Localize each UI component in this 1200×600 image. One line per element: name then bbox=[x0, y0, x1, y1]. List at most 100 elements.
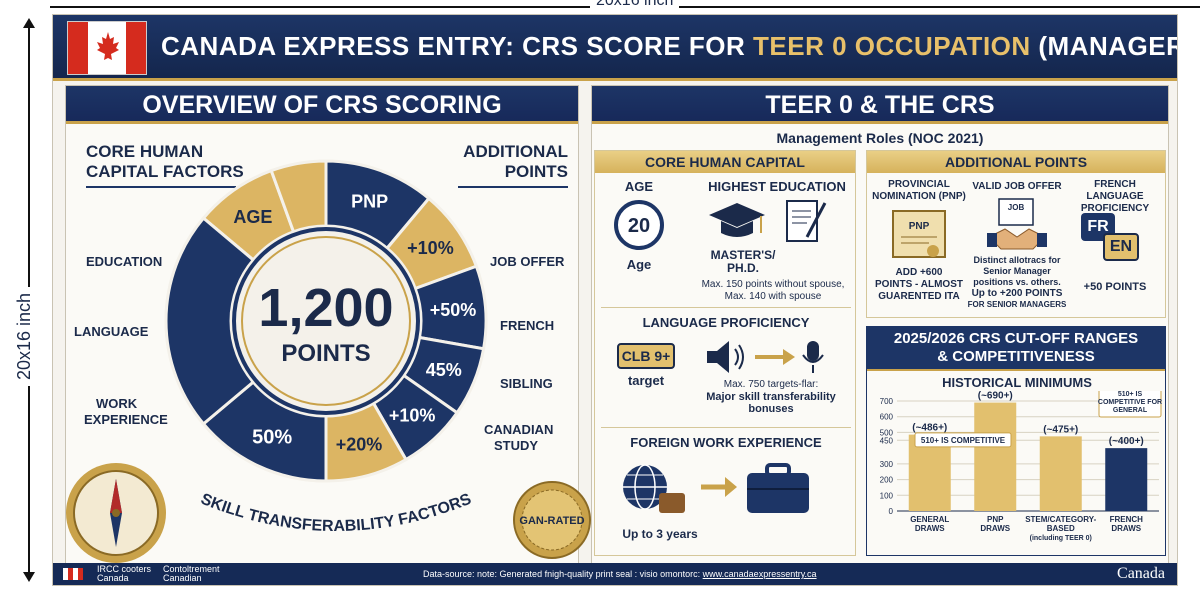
x-tick-label: PNP bbox=[987, 515, 1004, 524]
x-tick-label: DRAWS bbox=[915, 524, 945, 533]
quality-seal-icon: GAN-RATED bbox=[513, 481, 591, 559]
french-label: FRENCH LANGUAGE PROFICIENCY bbox=[1080, 179, 1150, 214]
speaker-mic-icon bbox=[707, 341, 824, 373]
job-offer-note: Distinct allotracs for Senior Manager posi… bbox=[967, 255, 1067, 309]
x-tick-label: FRENCH bbox=[1110, 515, 1144, 524]
overview-panel: OVERVIEW OF CRS SCORING CORE HUMAN CAPITA… bbox=[65, 85, 591, 565]
diploma-icon bbox=[786, 200, 827, 242]
core-human-capital-box: CORE HUMAN CAPITAL AGE 20 Age HIGHEST ED… bbox=[594, 150, 856, 556]
teer-subheading: Management Roles (NOC 2021) bbox=[776, 130, 984, 146]
skill-arc-label: SKILL TRANSFERABILITY FACTORS bbox=[198, 491, 474, 535]
additional-points-title: ADDITIONAL POINTS bbox=[463, 142, 568, 181]
seal-text: GAN-RATED bbox=[519, 515, 584, 527]
x-tick-label: DRAWS bbox=[1111, 524, 1141, 533]
header-banner: CANADA EXPRESS ENTRY: CRS SCORE FOR TEER… bbox=[53, 15, 1177, 81]
foreign-work-caption: Up to 3 years bbox=[622, 527, 698, 541]
overview-heading: OVERVIEW OF CRS SCORING bbox=[66, 86, 578, 124]
certificate-icon: PNP bbox=[892, 210, 946, 258]
seg-sibling-label: 45% bbox=[426, 360, 462, 380]
clb-caption: target bbox=[627, 373, 665, 388]
bar-data-label: (~475+) bbox=[1043, 424, 1078, 435]
bar-1 bbox=[974, 402, 1017, 511]
seg-age-label: AGE bbox=[233, 207, 272, 227]
svg-text:SKILL TRANSFERABILITY FACTORS: SKILL TRANSFERABILITY FACTORS bbox=[198, 491, 474, 535]
source-link[interactable]: www.canadaexpressentry.ca bbox=[702, 569, 817, 579]
annotation-text: 510+ IS COMPETITIVE bbox=[921, 436, 1006, 445]
label-work: WORK bbox=[96, 396, 138, 411]
cutoff-heading: 2025/2026 CRS CUT-OFF RANGES & COMPETITIV… bbox=[867, 327, 1165, 371]
clb-badge: CLB 9+ bbox=[617, 343, 675, 369]
annotation-text-2: 510+ IS bbox=[1118, 391, 1143, 398]
bar-3 bbox=[1105, 448, 1148, 511]
chart-title: HISTORICAL MINIMUMS bbox=[942, 375, 1092, 390]
y-tick-label: 700 bbox=[880, 397, 894, 406]
briefcase-icon bbox=[747, 463, 809, 513]
footer-source: Data-source: note: Generated fnigh-quali… bbox=[423, 569, 817, 579]
age-caption: Age bbox=[626, 257, 652, 272]
y-tick-label: 600 bbox=[880, 413, 894, 422]
y-tick-label: 500 bbox=[880, 428, 894, 437]
page-title: CANADA EXPRESS ENTRY: CRS SCORE FOR TEER… bbox=[161, 31, 1177, 61]
education-note: Max. 150 points without spouse, Max. 140 … bbox=[701, 279, 845, 302]
job-doc-text: JOB bbox=[1008, 203, 1025, 212]
seg-skill-2 bbox=[164, 216, 256, 426]
language-label: LANGUAGE PROFICIENCY bbox=[642, 315, 810, 330]
arrow-up-icon bbox=[23, 18, 35, 28]
compass-icon bbox=[66, 463, 166, 563]
teer-heading: TEER 0 & THE CRS bbox=[592, 86, 1168, 124]
seg-french-label: +50% bbox=[430, 300, 477, 320]
y-tick-label: 200 bbox=[880, 476, 894, 485]
x-tick-label: STEM/CATEGORY- bbox=[1025, 515, 1096, 524]
pnp-note: ADD +600 POINTS - ALMOST GUARENTED ITA bbox=[875, 267, 963, 302]
canada-wordmark: Canada bbox=[1117, 565, 1165, 582]
cutoff-bar-chart: 0100200300450500600700(~486+)GENERALDRAW… bbox=[880, 391, 1162, 542]
seg-job-offer-label: +10% bbox=[407, 238, 454, 258]
height-label: 20x16 inch bbox=[14, 286, 35, 386]
pnp-label: PROVINCIAL NOMINATION (PNP) bbox=[872, 179, 966, 202]
annotation-text-2: COMPETITIVE FOR bbox=[1098, 399, 1162, 406]
x-tick-label: DRAWS bbox=[980, 524, 1010, 533]
total-points-number: 1,200 bbox=[258, 278, 393, 338]
age-label: AGE bbox=[624, 179, 654, 194]
total-points-label: POINTS bbox=[281, 340, 370, 367]
x-tick-label: GENERAL bbox=[910, 515, 949, 524]
label-canadian: CANADIAN bbox=[484, 422, 554, 437]
cutoff-box: 2025/2026 CRS CUT-OFF RANGES & COMPETITIV… bbox=[866, 326, 1166, 556]
footer-flag-icon bbox=[63, 568, 83, 580]
label-education: EDUCATION bbox=[86, 254, 163, 269]
canada-flag-icon bbox=[67, 21, 147, 75]
x-tick-label: (including TEER 0) bbox=[1030, 535, 1092, 542]
footer-org: IRCC cooters Canada bbox=[97, 564, 152, 583]
bar-0 bbox=[908, 434, 951, 511]
infographic-poster: CANADA EXPRESS ENTRY: CRS SCORE FOR TEER… bbox=[52, 14, 1178, 586]
pnp-doc-text: PNP bbox=[909, 221, 930, 232]
label-sibling: SIBLING bbox=[500, 376, 553, 391]
education-value: MASTER'S/PH.D. bbox=[710, 248, 776, 275]
annotation-box bbox=[914, 432, 1012, 448]
width-dimension: 20x16 inch bbox=[50, 0, 1200, 14]
teer-panel: TEER 0 & THE CRS Management Roles (NOC 2… bbox=[591, 85, 1169, 565]
label-study: STUDY bbox=[494, 438, 539, 453]
clock-icon: 20 bbox=[614, 200, 664, 250]
seg-study-label: +10% bbox=[389, 405, 436, 425]
bar-data-label: (~690+) bbox=[978, 391, 1013, 402]
y-tick-label: 450 bbox=[880, 436, 894, 445]
en-badge: EN bbox=[1103, 233, 1139, 261]
y-tick-label: 100 bbox=[880, 491, 894, 500]
handshake-icon: JOB bbox=[987, 198, 1047, 250]
arrow-down-icon bbox=[23, 572, 35, 582]
label-language: LANGUAGE bbox=[74, 324, 149, 339]
age-value: 20 bbox=[628, 215, 650, 237]
y-tick-label: 300 bbox=[880, 460, 894, 469]
additional-points-box: ADDITIONAL POINTS PROVINCIAL NOMINATION (… bbox=[866, 150, 1166, 318]
arrow-right-icon bbox=[701, 477, 737, 497]
bar-data-label: (~486+) bbox=[912, 423, 947, 434]
seg-plus20-label: +20% bbox=[336, 434, 383, 454]
graduation-cap-icon bbox=[709, 203, 765, 237]
label-job-offer: JOB OFFER bbox=[490, 254, 565, 269]
language-note: Max. 750 targets-flar: Major skill trans… bbox=[706, 379, 836, 415]
core-box-heading: CORE HUMAN CAPITAL bbox=[595, 151, 855, 173]
education-label: HIGHEST EDUCATION bbox=[708, 179, 846, 194]
bar-2 bbox=[1039, 436, 1082, 511]
